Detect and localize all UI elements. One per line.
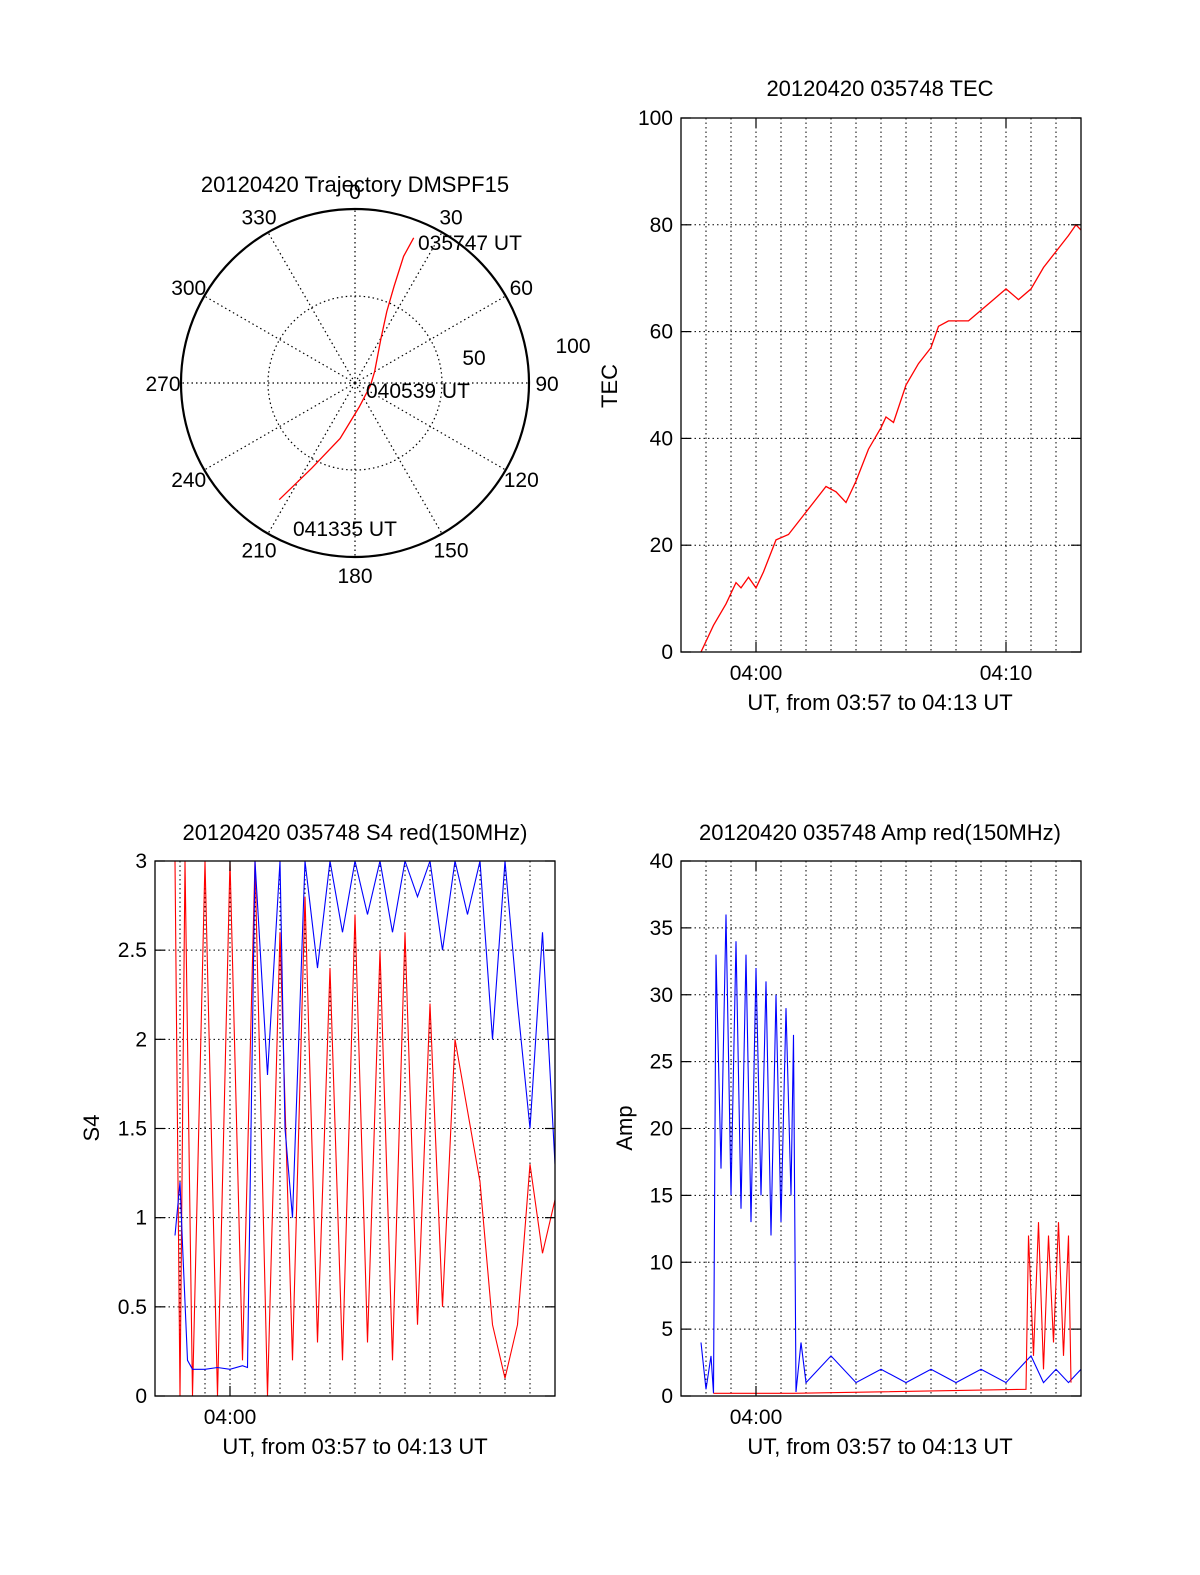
y-tick-label: 2.5	[118, 939, 147, 962]
polar-spoke-240	[204, 382, 356, 471]
polar-angle-label: 240	[171, 469, 206, 492]
polar-grid	[179, 207, 531, 559]
s4-ylabel: S4	[79, 1115, 104, 1142]
s4-panel: 20120420 035748 S4 red(150MHz) 0 0.5 1 1.5 2…	[79, 820, 556, 1459]
y-tick-label: 5	[661, 1318, 673, 1341]
polar-radial-label: 100	[555, 335, 590, 358]
amp-ylabel: Amp	[612, 1105, 637, 1150]
polar-angle-ticks: 0 30 60 90 120 150 180 210 240 270 300 330	[145, 181, 558, 588]
polar-angle-label: 60	[510, 277, 533, 300]
polar-angle-label: 0	[349, 181, 361, 204]
polar-angle-label: 180	[337, 565, 372, 588]
x-tick-label: 04:00	[730, 662, 783, 685]
polar-spoke-120	[354, 382, 506, 471]
amp-title: 20120420 035748 Amp red(150MHz)	[699, 820, 1061, 845]
polar-spoke-150	[354, 382, 443, 534]
polar-spoke-330	[267, 232, 356, 384]
y-tick-label: 0.5	[118, 1296, 147, 1319]
series-line-blue	[700, 914, 1081, 1394]
polar-outer-circle	[179, 207, 531, 559]
polar-angle-label: 330	[241, 207, 276, 230]
trajectory-panel: 20120420 Trajectory DMSPF15 0 30 60 90 120 15…	[145, 172, 590, 588]
y-tick-label: 20	[650, 1118, 673, 1141]
s4-plot-area: 0 0.5 1 1.5 2 2.5 3 04:00	[118, 850, 556, 1429]
tec-panel: 20120420 035748 TEC 0 20 40 60 80 100 04:00 04:…	[597, 76, 1082, 715]
y-tick-label: 100	[638, 107, 673, 130]
y-tick-label: 10	[650, 1251, 673, 1274]
polar-angle-label: 150	[433, 539, 468, 562]
series-group	[174, 861, 555, 1396]
tec-plot-area: 0 20 40 60 80 100 04:00 04:10	[638, 107, 1082, 685]
plot-frame	[680, 117, 1082, 653]
tec-xlabel: UT, from 03:57 to 04:13 UT	[747, 690, 1012, 715]
y-tick-label: 80	[650, 214, 673, 237]
x-tick-label: 04:00	[204, 1406, 257, 1429]
y-tick-label: 25	[650, 1051, 673, 1074]
series-line-blue	[174, 861, 555, 1370]
y-tick-label: 1.5	[118, 1118, 147, 1141]
polar-angle-label: 300	[171, 277, 206, 300]
polar-angle-label: 270	[145, 373, 180, 396]
polar-radial-ticks: 50 100	[462, 335, 590, 370]
y-tick-label: 40	[650, 427, 673, 450]
y-tick-label: 35	[650, 917, 673, 940]
y-tick-label: 60	[650, 321, 673, 344]
s4-xlabel: UT, from 03:57 to 04:13 UT	[222, 1434, 487, 1459]
y-tick-label: 30	[650, 984, 673, 1007]
polar-angle-label: 210	[241, 539, 276, 562]
polar-angle-label: 90	[535, 373, 558, 396]
tec-ylabel: TEC	[597, 364, 622, 408]
trajectory-line	[278, 237, 415, 501]
tec-title: 20120420 035748 TEC	[766, 76, 993, 101]
y-tick-label: 20	[650, 534, 673, 557]
polar-angle-label: 30	[439, 207, 462, 230]
series-group	[700, 914, 1081, 1394]
series-line-red	[174, 861, 555, 1396]
series-line-red	[700, 223, 1081, 652]
trajectory-series	[278, 237, 415, 501]
polar-angle-label: 120	[504, 469, 539, 492]
y-tick-label: 2	[135, 1028, 147, 1051]
annotation-start-time: 035747 UT	[418, 232, 522, 255]
x-tick-label: 04:10	[980, 662, 1033, 685]
polar-radial-label: 50	[462, 347, 485, 370]
x-tick-label: 04:00	[730, 1406, 783, 1429]
trajectory-title: 20120420 Trajectory DMSPF15	[201, 172, 509, 197]
y-tick-label: 0	[661, 1385, 673, 1408]
polar-spoke-300	[204, 295, 356, 384]
y-tick-label: 15	[650, 1184, 673, 1207]
s4-title: 20120420 035748 S4 red(150MHz)	[183, 820, 528, 845]
amp-xlabel: UT, from 03:57 to 04:13 UT	[747, 1434, 1012, 1459]
annotation-end-time: 041335 UT	[293, 518, 397, 541]
y-tick-label: 0	[661, 641, 673, 664]
y-tick-label: 1	[135, 1207, 147, 1230]
amp-panel: 20120420 035748 Amp red(150MHz) 0 5 10 15 20…	[612, 820, 1082, 1459]
y-tick-label: 0	[135, 1385, 147, 1408]
series-line-red	[713, 1222, 1072, 1394]
series-group	[700, 223, 1081, 652]
amp-plot-area: 0 5 10 15 20 25 30 35 40 04:00	[650, 850, 1082, 1429]
annotation-mid-time: 040539 UT	[366, 380, 470, 403]
polar-spoke-210	[267, 382, 356, 534]
y-tick-label: 40	[650, 850, 673, 873]
y-tick-label: 3	[135, 850, 147, 873]
polar-spoke-60	[354, 295, 506, 384]
polar-spoke-30	[354, 232, 443, 384]
